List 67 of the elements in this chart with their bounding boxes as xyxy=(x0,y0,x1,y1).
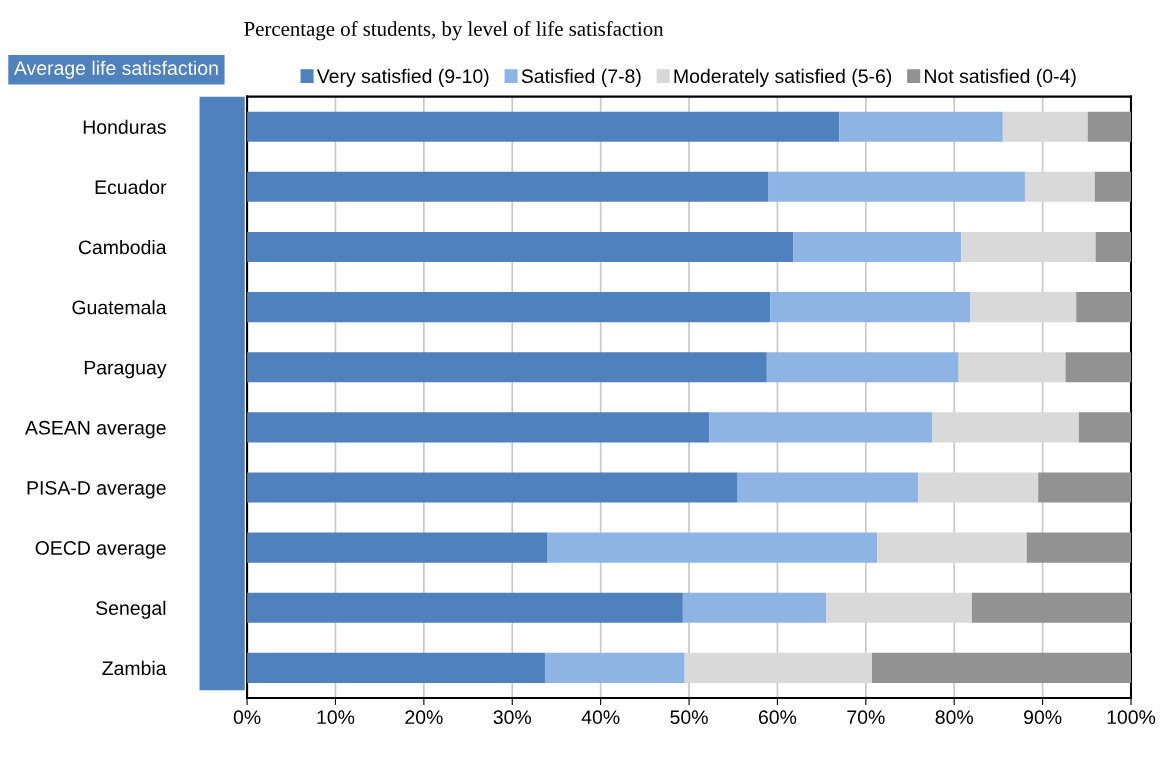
legend-label: Moderately satisfied (5-6) xyxy=(674,68,892,87)
x-tick-label: 20% xyxy=(405,710,443,725)
bar xyxy=(826,592,972,623)
legend-label: Satisfied (7-8) xyxy=(521,68,641,87)
bar xyxy=(1078,412,1131,443)
bar xyxy=(247,412,710,443)
bar xyxy=(1065,352,1131,383)
x-tick-label: 0% xyxy=(233,710,261,725)
x-tick-label: 40% xyxy=(581,710,620,725)
bar xyxy=(737,472,918,503)
bar xyxy=(544,652,685,683)
y-tick-label: Ecuador xyxy=(95,179,167,195)
legend-label: Very satisfied (9-10) xyxy=(316,68,489,87)
bar xyxy=(247,111,840,142)
bar xyxy=(793,231,962,263)
bar xyxy=(247,171,769,202)
bar xyxy=(247,352,767,383)
bar xyxy=(917,472,1039,503)
x-tick-label: 70% xyxy=(847,710,885,725)
x-tick-label: 90% xyxy=(1024,710,1062,725)
bar xyxy=(247,231,794,263)
bar xyxy=(709,412,933,443)
bar xyxy=(877,532,1027,563)
bar xyxy=(1076,292,1131,323)
bar xyxy=(932,412,1079,443)
bar xyxy=(768,171,1025,202)
bar xyxy=(247,652,545,683)
bar xyxy=(247,472,738,503)
bar xyxy=(970,292,1077,323)
x-tick-label: 80% xyxy=(935,710,973,725)
bar xyxy=(1094,171,1131,202)
x-tick-label: 30% xyxy=(493,710,532,725)
bar xyxy=(684,652,873,683)
bar xyxy=(839,111,1003,142)
y-tick-label: Guatemala xyxy=(72,300,167,315)
bar xyxy=(547,532,878,563)
y-tick-label: Senegal xyxy=(96,600,166,619)
y-tick-label: PISA-D average xyxy=(27,480,166,499)
bar xyxy=(247,592,683,623)
chart-title: Percentage of students, by level of life satisfaction xyxy=(244,21,664,41)
bar xyxy=(1002,111,1088,142)
bar xyxy=(1024,171,1095,202)
bar xyxy=(1087,111,1131,142)
y-tick-label: Zambia xyxy=(102,660,167,676)
x-tick-label: 60% xyxy=(758,710,797,725)
bar xyxy=(247,532,548,563)
bar xyxy=(247,292,771,323)
x-tick-label: 50% xyxy=(670,710,708,725)
bar xyxy=(1095,231,1131,263)
bar xyxy=(766,352,959,383)
y-tick-label: Paraguay xyxy=(84,360,167,379)
bar xyxy=(958,352,1066,383)
y-tick-label: OECD average xyxy=(35,541,166,559)
bar xyxy=(961,231,1096,263)
bar xyxy=(770,292,971,323)
y-tick-label: Cambodia xyxy=(78,239,167,255)
text: Average life satisfaction xyxy=(13,60,218,79)
y-tick-label: ASEAN average xyxy=(24,420,166,439)
bar xyxy=(872,652,1131,683)
legend-label: Not satisfied (0-4) xyxy=(925,68,1076,87)
y-tick-label: Honduras xyxy=(83,119,166,134)
bar xyxy=(971,592,1131,623)
bar xyxy=(1026,532,1131,563)
bar xyxy=(682,592,827,623)
x-tick-label: 100% xyxy=(1107,710,1156,725)
x-tick-label: 10% xyxy=(317,710,355,725)
bar xyxy=(1038,472,1131,503)
